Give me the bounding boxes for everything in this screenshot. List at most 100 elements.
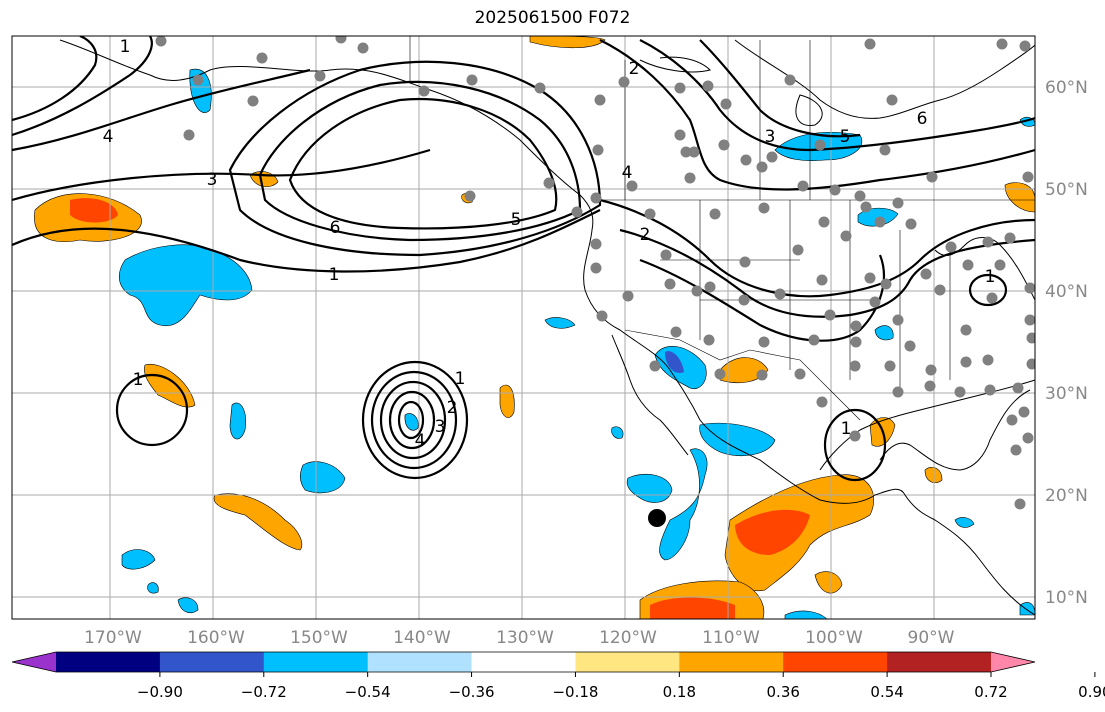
contour-label: 1 xyxy=(841,419,852,439)
colorbar-tick-label: −0.72 xyxy=(241,683,287,701)
anomaly-shading xyxy=(34,36,1035,619)
colorbar-segment xyxy=(679,652,784,672)
station-dot xyxy=(703,334,715,346)
station-dot xyxy=(926,171,938,183)
station-dot xyxy=(418,85,430,97)
station-dot xyxy=(794,368,806,380)
contour-label: 4 xyxy=(103,127,114,147)
station-dot xyxy=(766,151,778,163)
station-dot xyxy=(247,95,259,107)
colorbar-segment xyxy=(367,652,473,672)
lon-label: 170°W xyxy=(84,628,142,648)
contour-label: 5 xyxy=(840,127,851,147)
colorbar-tick-label: −0.18 xyxy=(552,683,598,701)
station-dot xyxy=(829,184,841,196)
station-dot xyxy=(954,386,966,398)
station-dot xyxy=(962,259,974,271)
station-dot xyxy=(739,256,751,268)
station-dot xyxy=(905,218,917,230)
station-dot xyxy=(644,208,656,220)
contour-label: 2 xyxy=(447,398,458,418)
station-dot xyxy=(920,268,932,280)
contour-lines xyxy=(12,36,1035,482)
plot-frame xyxy=(11,35,1036,620)
station-markers xyxy=(155,36,1035,510)
contour-ring-1 xyxy=(115,373,189,447)
station-dot xyxy=(758,336,770,348)
station-dot xyxy=(818,216,830,228)
station-dot xyxy=(314,70,326,82)
contour-label: 3 xyxy=(765,127,776,147)
station-dot xyxy=(892,314,904,326)
station-dot xyxy=(622,290,634,302)
colorbar-tick-label: 0.72 xyxy=(974,683,1007,701)
station-dot xyxy=(596,310,608,322)
station-dot xyxy=(797,180,809,192)
station-dot xyxy=(1019,40,1031,52)
station-dot xyxy=(626,180,638,192)
station-dot xyxy=(590,262,602,274)
station-dot xyxy=(464,190,476,202)
station-dot xyxy=(758,202,770,214)
station-dot xyxy=(1004,232,1016,244)
contour-label: 6 xyxy=(330,218,341,238)
station-dot xyxy=(674,82,686,94)
station-dot xyxy=(1014,498,1026,510)
colorbar-extend-high xyxy=(991,652,1035,672)
station-dot xyxy=(1010,444,1022,456)
station-dot xyxy=(808,334,820,346)
station-dot xyxy=(814,139,826,151)
station-dot xyxy=(784,74,796,86)
contour-label: 1 xyxy=(120,37,131,57)
station-dot xyxy=(816,274,828,286)
station-dot xyxy=(982,236,994,248)
colorbar-segment xyxy=(575,652,680,672)
station-dot xyxy=(571,206,583,218)
station-dot xyxy=(925,364,937,376)
station-dot xyxy=(886,94,898,106)
station-dot xyxy=(1018,406,1030,418)
station-dot xyxy=(774,288,786,300)
station-dot xyxy=(674,129,686,141)
colorbar-segment xyxy=(471,652,576,672)
station-dot xyxy=(934,284,946,296)
station-dot xyxy=(335,36,347,44)
storm-center-marker xyxy=(648,509,666,527)
colorbar: −0.90 −0.72 −0.54 −0.36 −0.18 0.18 0.36 0.54 0.7… xyxy=(11,651,1105,701)
station-dot xyxy=(874,216,886,228)
station-dot xyxy=(1026,332,1035,344)
station-dot xyxy=(1022,171,1034,183)
station-dot xyxy=(1024,282,1035,294)
station-dot xyxy=(960,356,972,368)
contour-label: 2 xyxy=(640,225,651,245)
station-dot xyxy=(892,386,904,398)
colorbar-segment xyxy=(263,652,369,672)
station-dot xyxy=(592,144,604,156)
station-dot xyxy=(945,241,957,253)
colorbar-tick-label: −0.36 xyxy=(449,683,495,701)
station-dot xyxy=(718,139,730,151)
station-dot xyxy=(849,430,861,442)
station-dot xyxy=(714,368,726,380)
colorbar-segment xyxy=(56,652,161,672)
lon-label: 160°W xyxy=(187,628,245,648)
station-dot xyxy=(869,296,881,308)
lat-label: 10°N xyxy=(1045,588,1088,608)
station-dot xyxy=(982,354,994,366)
contour-label: 1 xyxy=(133,370,144,390)
lon-label: 110°W xyxy=(702,628,760,648)
station-dot xyxy=(691,285,703,297)
station-dot xyxy=(816,396,828,408)
contour-label: 1 xyxy=(455,369,466,389)
station-dot xyxy=(534,82,546,94)
station-dot xyxy=(850,320,862,332)
station-dot xyxy=(984,384,996,396)
station-dot xyxy=(792,244,804,256)
lon-label: 90°W xyxy=(908,628,955,648)
station-dot xyxy=(684,172,696,184)
station-dot xyxy=(256,52,268,64)
station-dot xyxy=(994,259,1006,271)
colorbar-tick-label: −0.90 xyxy=(137,683,183,701)
station-dot xyxy=(709,208,721,220)
